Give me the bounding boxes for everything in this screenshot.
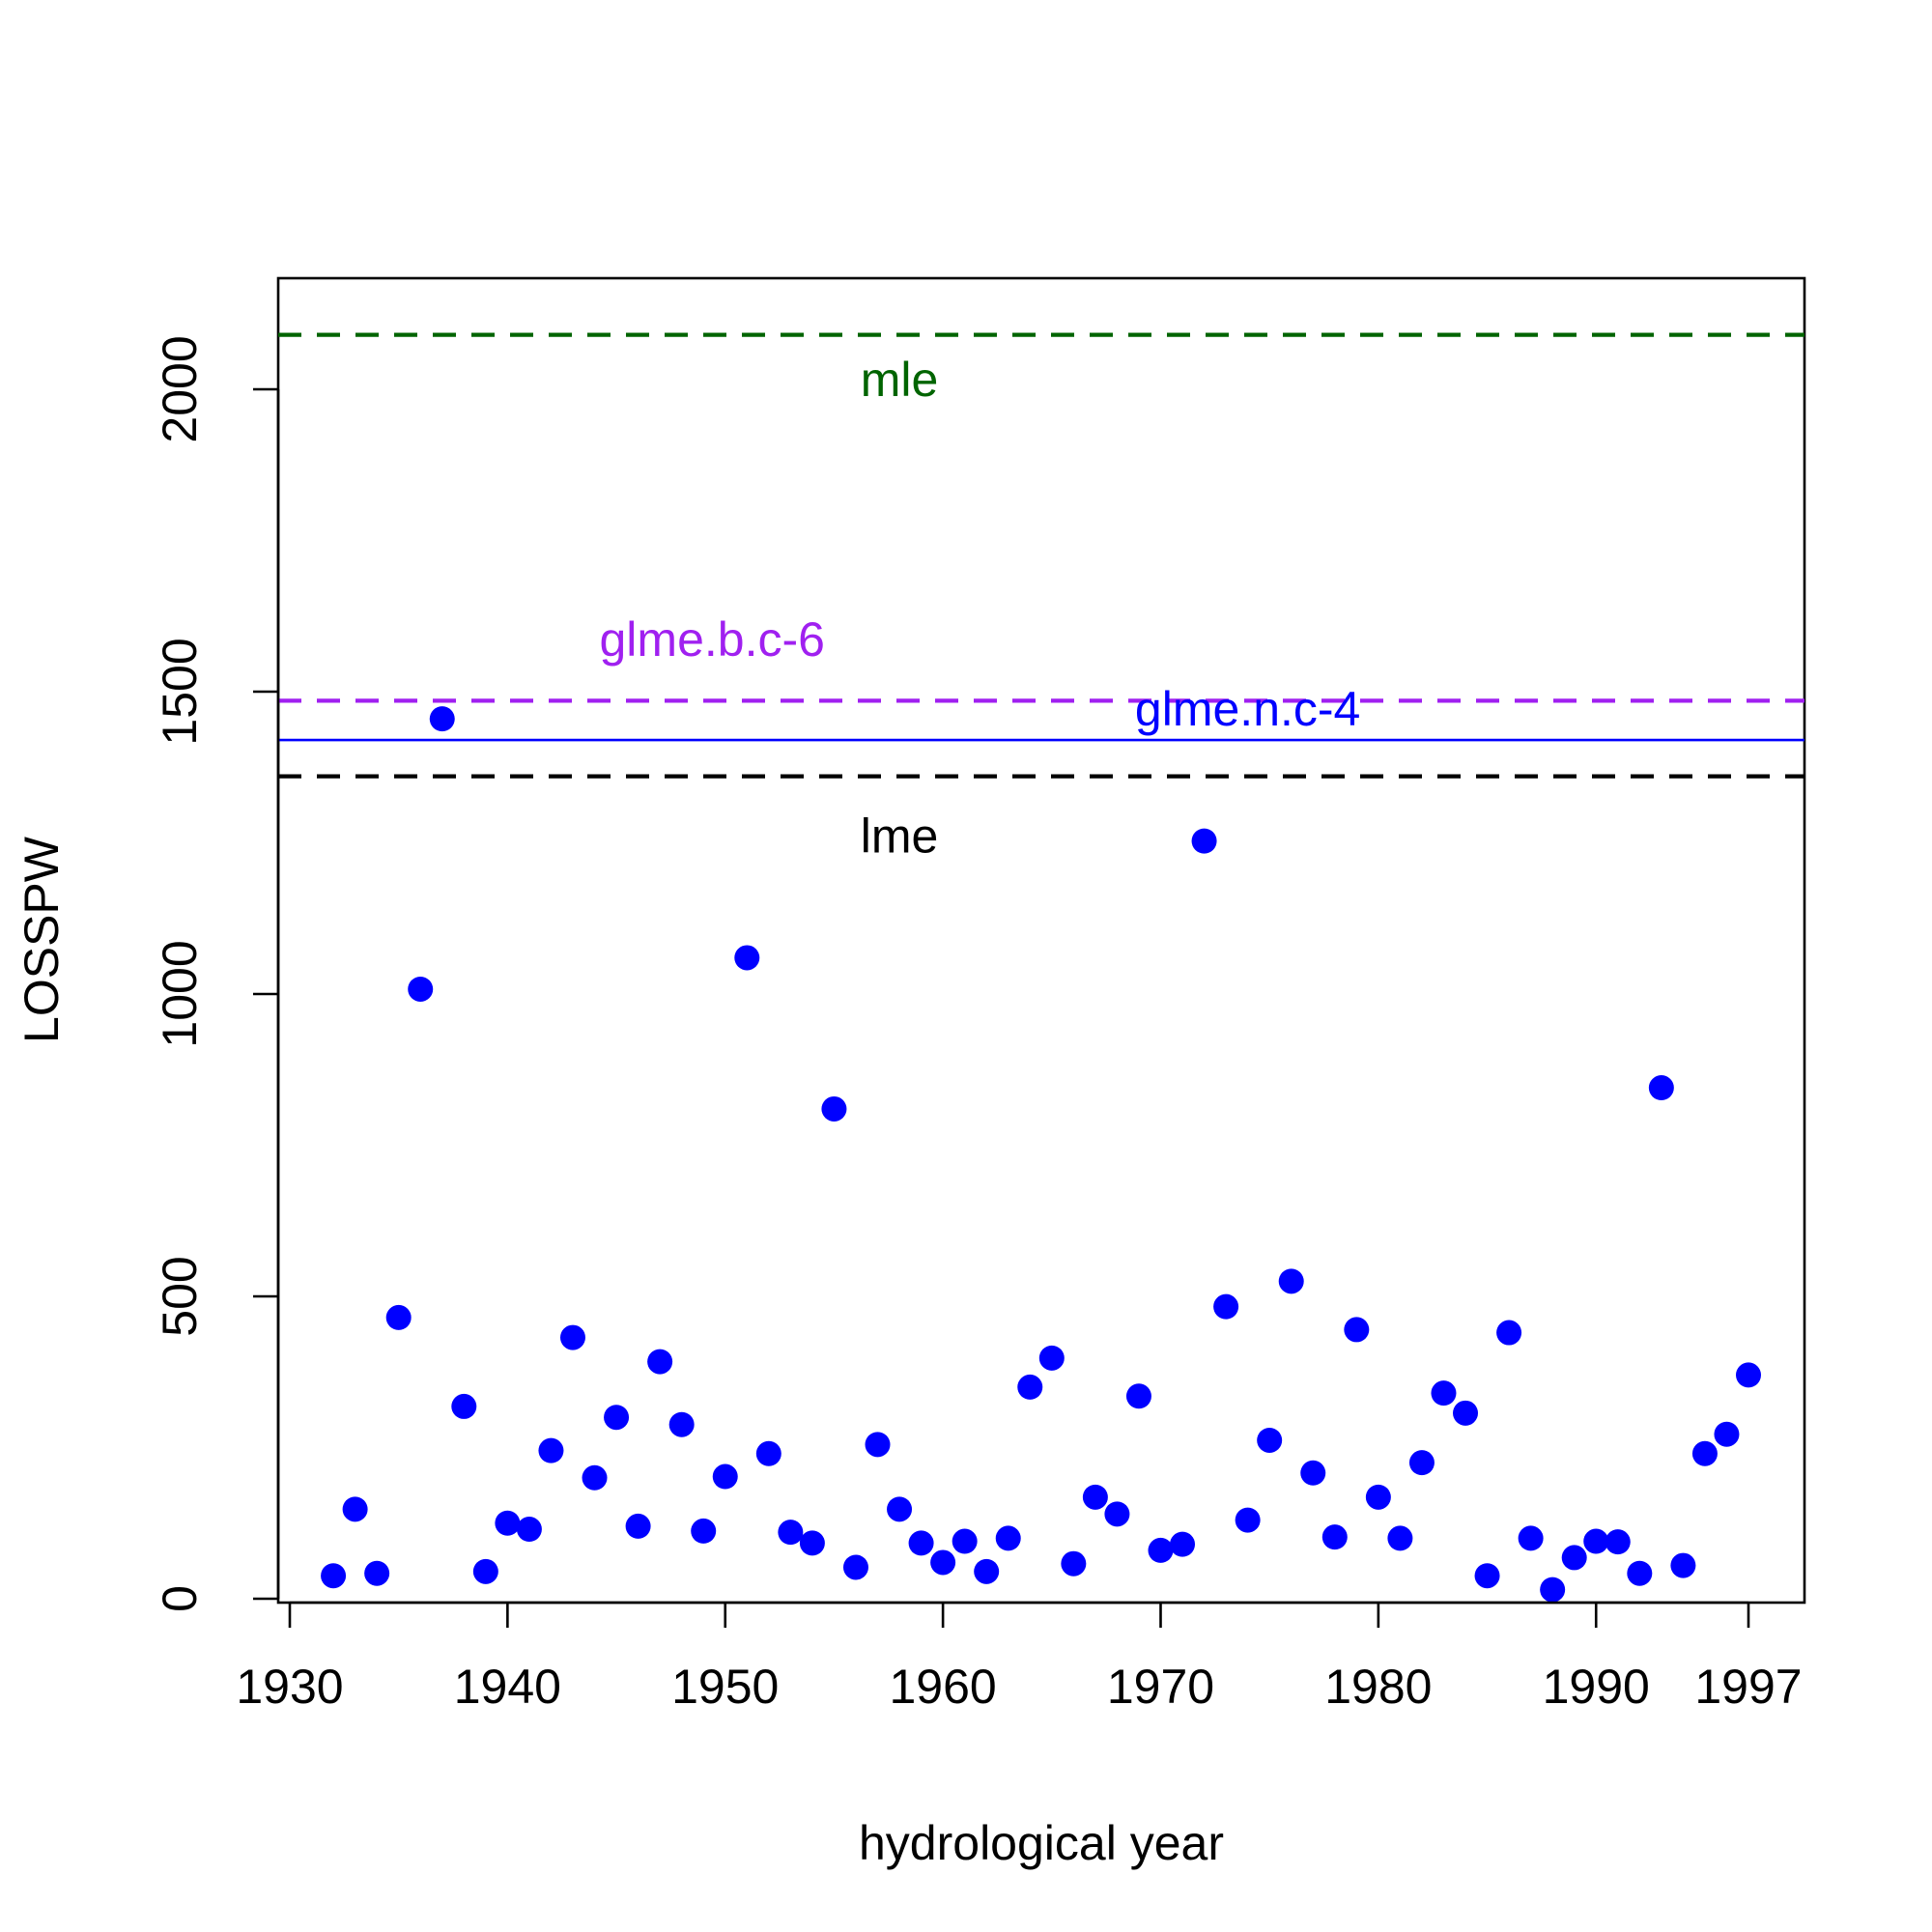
- data-point: [1691, 1440, 1718, 1466]
- data-point: [930, 1549, 956, 1576]
- y-tick-label: 2000: [153, 335, 207, 442]
- data-point: [516, 1517, 542, 1543]
- data-point: [1648, 1075, 1674, 1101]
- y-axis: 0 500 1000 1500 2000: [153, 335, 280, 1612]
- data-point: [625, 1513, 651, 1539]
- data-point: [1561, 1545, 1587, 1571]
- x-tick-label: 1990: [1543, 1660, 1650, 1714]
- data-point: [451, 1393, 477, 1419]
- data-point: [1670, 1552, 1696, 1578]
- data-point: [1453, 1400, 1479, 1426]
- y-tick-label: 1000: [153, 940, 207, 1047]
- data-point: [995, 1525, 1021, 1551]
- data-point: [429, 706, 455, 732]
- reference-lines: [278, 332, 1804, 779]
- x-tick-label: 1940: [454, 1660, 561, 1714]
- data-point: [1408, 1450, 1435, 1476]
- data-point: [1540, 1577, 1566, 1603]
- data-point: [647, 1349, 673, 1375]
- data-point: [1496, 1320, 1522, 1346]
- data-point: [1104, 1501, 1130, 1527]
- data-point: [1714, 1421, 1740, 1447]
- data-point: [1344, 1317, 1370, 1343]
- data-point: [734, 945, 760, 971]
- data-point: [582, 1464, 608, 1491]
- data-point: [1213, 1293, 1239, 1320]
- x-axis-title: hydrological year: [859, 1816, 1224, 1870]
- data-point: [1125, 1383, 1151, 1409]
- data-point: [408, 976, 434, 1002]
- data-point: [1170, 1531, 1196, 1557]
- reference-label-mle: mle: [861, 353, 939, 407]
- data-point: [821, 1095, 847, 1122]
- data-point: [1278, 1268, 1304, 1294]
- y-tick-label: 500: [153, 1256, 207, 1336]
- data-point: [1191, 828, 1217, 854]
- data-point: [755, 1440, 781, 1466]
- data-point: [495, 1510, 521, 1536]
- data-point: [908, 1530, 934, 1556]
- data-point: [1605, 1529, 1631, 1555]
- data-point: [559, 1324, 585, 1350]
- data-point: [668, 1411, 695, 1437]
- data-point: [342, 1496, 368, 1522]
- reference-label-glme.n.c-4: glme.n.c-4: [1135, 682, 1360, 736]
- data-point: [385, 1304, 412, 1330]
- data-point: [799, 1530, 825, 1556]
- data-point: [1431, 1380, 1457, 1406]
- data-point: [1235, 1507, 1261, 1533]
- data-point: [712, 1463, 738, 1490]
- reference-label-glme.b.c-6: glme.b.c-6: [600, 612, 825, 667]
- data-point: [1061, 1550, 1087, 1577]
- x-axis: 1930 1940 1950 1960 1970 1980 1990 1997: [236, 1601, 1803, 1714]
- data-point: [1387, 1525, 1413, 1551]
- data-points: [321, 706, 1761, 1603]
- data-point: [321, 1563, 347, 1589]
- x-tick-label: 1960: [890, 1660, 997, 1714]
- data-point: [1474, 1563, 1500, 1589]
- data-point: [538, 1437, 564, 1463]
- data-point: [887, 1496, 913, 1522]
- x-tick-label: 1997: [1694, 1660, 1802, 1714]
- data-point: [1736, 1362, 1761, 1388]
- x-tick-label: 1930: [236, 1660, 343, 1714]
- data-point: [1627, 1560, 1653, 1586]
- x-tick-label: 1950: [671, 1660, 779, 1714]
- data-point: [604, 1405, 630, 1431]
- y-axis-title: LOSSPW: [14, 836, 69, 1043]
- y-tick-label: 1500: [153, 638, 207, 745]
- data-point: [364, 1560, 390, 1586]
- data-point: [1017, 1374, 1043, 1400]
- data-point: [1518, 1525, 1544, 1551]
- data-point: [865, 1432, 891, 1458]
- reference-label-lme: lme: [861, 810, 939, 864]
- data-point: [1321, 1524, 1348, 1550]
- data-point: [952, 1528, 978, 1554]
- data-point: [778, 1520, 804, 1546]
- data-point: [974, 1558, 1000, 1584]
- data-point: [1300, 1460, 1326, 1486]
- data-point: [1583, 1528, 1609, 1554]
- data-point: [1257, 1427, 1283, 1453]
- data-point: [1038, 1345, 1065, 1371]
- y-tick-label: 0: [153, 1585, 207, 1612]
- reference-labels: mle glme.b.c-6 glme.n.c-4 lme: [600, 353, 1361, 864]
- data-point: [1082, 1484, 1108, 1510]
- plot-frame: [276, 276, 1806, 1605]
- x-tick-label: 1970: [1107, 1660, 1214, 1714]
- data-point: [842, 1554, 868, 1580]
- data-point: [1148, 1537, 1174, 1563]
- data-point: [472, 1558, 498, 1584]
- data-point: [691, 1518, 717, 1544]
- x-tick-label: 1980: [1324, 1660, 1432, 1714]
- data-point: [1365, 1484, 1391, 1510]
